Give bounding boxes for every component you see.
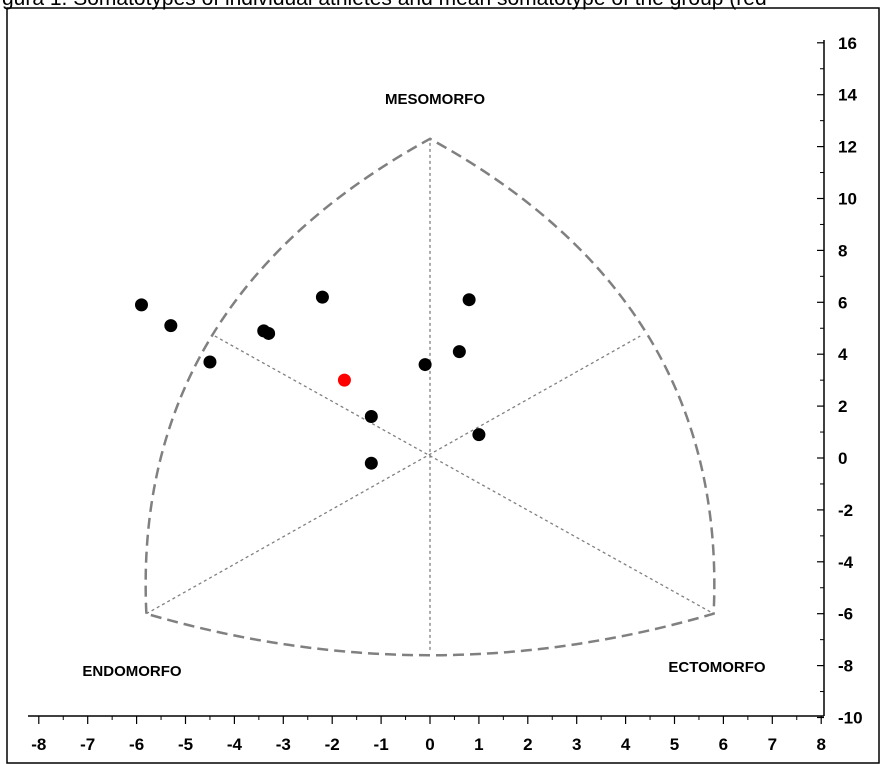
y-tick-label: 12 <box>838 138 857 157</box>
plot-border <box>6 7 880 764</box>
x-tick-label: 4 <box>621 735 631 754</box>
x-tick-label: -1 <box>374 735 389 754</box>
y-tick-label: 16 <box>838 34 857 53</box>
data-points <box>134 290 486 470</box>
athlete-somatotype-point <box>203 355 217 369</box>
athlete-somatotype-point <box>364 409 378 423</box>
y-tick-label: -4 <box>838 553 854 572</box>
region-label-endomorfo: ENDOMORFO <box>82 663 181 680</box>
endomorph-axis-line <box>146 335 641 615</box>
region-labels: MESOMORFO ENDOMORFO ECTOMORFO <box>82 91 766 680</box>
x-tick-label: -4 <box>227 735 243 754</box>
x-tick-label: -2 <box>325 735 340 754</box>
y-tick-label: -2 <box>838 501 853 520</box>
x-tick-label: -3 <box>276 735 291 754</box>
y-tick-label: 0 <box>838 449 847 468</box>
x-tick-label: -7 <box>80 735 95 754</box>
athlete-somatotype-point <box>164 319 178 333</box>
y-tick-label: -10 <box>838 709 863 728</box>
athlete-somatotype-point <box>315 290 329 304</box>
somatochart-frame <box>144 137 716 657</box>
x-tick-label: -5 <box>178 735 193 754</box>
region-label-mesomorfo: MESOMORFO <box>385 91 485 108</box>
athlete-somatotype-point <box>452 345 466 359</box>
y-tick-label: 14 <box>838 86 857 105</box>
ectomorph-axis-line <box>214 335 714 615</box>
y-tick-label: -8 <box>838 657 853 676</box>
x-tick-label: 3 <box>572 735 581 754</box>
y-tick-label: -6 <box>838 605 853 624</box>
x-tick-label: 7 <box>768 735 777 754</box>
mean-somatotype-point <box>337 373 351 387</box>
x-tick-label: 8 <box>816 735 825 754</box>
x-tick-label: -6 <box>129 735 144 754</box>
athlete-somatotype-point <box>364 456 378 470</box>
y-tick-label: 4 <box>838 345 848 364</box>
x-tick-label: 2 <box>523 735 532 754</box>
athlete-somatotype-point <box>462 293 476 307</box>
y-tick-label: 6 <box>838 293 847 312</box>
y-tick-label: 2 <box>838 397 847 416</box>
region-label-ectomorfo: ECTOMORFO <box>668 659 766 676</box>
figure-caption: gura 1. Somatotypes of individual athlet… <box>2 0 878 11</box>
athlete-somatotype-point <box>418 358 432 372</box>
y-tick-label: 10 <box>838 190 857 209</box>
athlete-somatotype-point <box>134 298 148 312</box>
x-tick-label: 1 <box>474 735 483 754</box>
x-tick-label: 6 <box>719 735 728 754</box>
x-tick-label: 5 <box>670 735 679 754</box>
athlete-somatotype-point <box>262 326 276 340</box>
athlete-somatotype-point <box>472 428 486 442</box>
frame-outline <box>144 137 716 657</box>
axes: -8 -7 -6 -5 -4 -3 -2 -1 0 1 2 3 4 5 6 7 81614121086420-2… <box>28 34 863 754</box>
x-tick-label: -8 <box>31 735 46 754</box>
x-tick-label: 0 <box>425 735 434 754</box>
y-tick-label: 8 <box>838 241 847 260</box>
